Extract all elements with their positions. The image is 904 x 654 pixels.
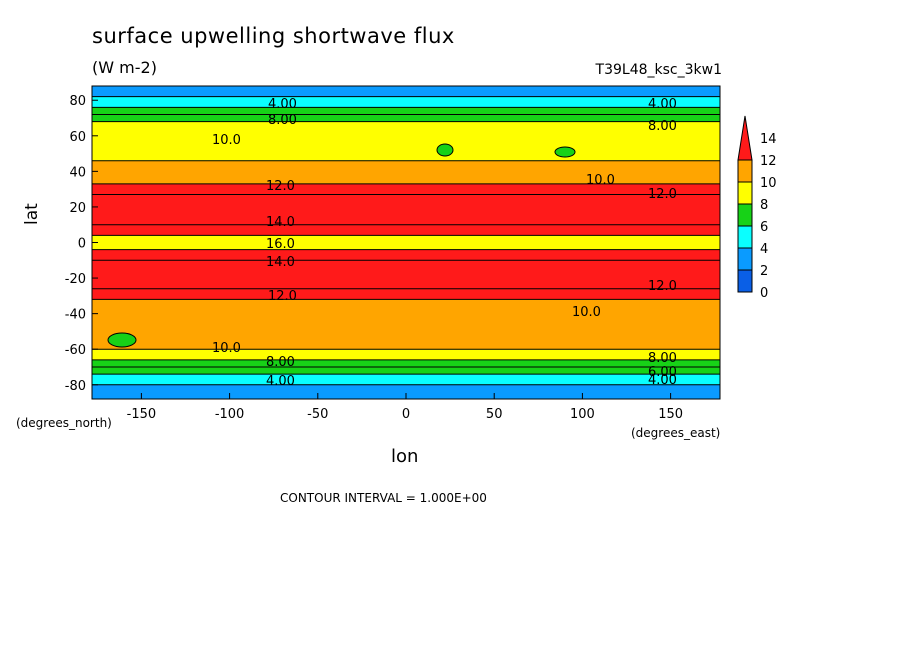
run-label: T39L48_ksc_3kw1 bbox=[595, 62, 722, 78]
colorbar-arrow bbox=[737, 115, 753, 161]
zonal-band bbox=[92, 299, 720, 350]
zonal-band bbox=[92, 384, 720, 399]
contour-label: 10.0 bbox=[586, 173, 615, 188]
contour-label: 8.00 bbox=[648, 119, 677, 134]
contour-label: 4.00 bbox=[648, 373, 677, 388]
zonal-band bbox=[92, 349, 720, 360]
x-axis-units: (degrees_east) bbox=[631, 426, 721, 440]
colorbar-tick-label: 2 bbox=[760, 264, 768, 279]
contour-feature bbox=[436, 143, 454, 157]
y-tick-label: 0 bbox=[78, 237, 86, 252]
contour-label: 14.0 bbox=[266, 255, 295, 270]
colorbar-tick-label: 14 bbox=[760, 132, 777, 147]
y-tick-label: -80 bbox=[65, 379, 86, 394]
x-tick-label: -100 bbox=[215, 407, 245, 422]
zonal-band bbox=[92, 359, 720, 367]
zonal-band bbox=[92, 96, 720, 108]
zonal-band bbox=[92, 374, 720, 385]
contour-label: 12.0 bbox=[648, 279, 677, 294]
zonal-band bbox=[92, 86, 720, 97]
contour-feature bbox=[107, 332, 137, 348]
x-tick-label: 50 bbox=[486, 407, 503, 422]
contour-label: 16.0 bbox=[266, 237, 295, 252]
colorbar-segment bbox=[737, 181, 753, 205]
contour-label: 8.00 bbox=[266, 355, 295, 370]
colorbar-tick-label: 6 bbox=[760, 220, 768, 235]
contour-label: 10.0 bbox=[572, 305, 601, 320]
y-tick-label: 20 bbox=[69, 201, 86, 216]
colorbar-segment bbox=[737, 269, 753, 293]
contour-label: 12.0 bbox=[648, 187, 677, 202]
contour-label: 12.0 bbox=[268, 289, 297, 304]
y-tick-label: 40 bbox=[69, 165, 86, 180]
contour-interval-text: CONTOUR INTERVAL = 1.000E+00 bbox=[280, 491, 487, 505]
zonal-band bbox=[92, 249, 720, 261]
contour-label: 4.00 bbox=[648, 97, 677, 112]
colorbar-tick-label: 4 bbox=[760, 242, 768, 257]
x-tick-label: 100 bbox=[570, 407, 595, 422]
y-tick-label: 60 bbox=[69, 130, 86, 145]
zonal-band bbox=[92, 107, 720, 115]
colorbar-tick-label: 8 bbox=[760, 198, 768, 213]
contour-label: 12.0 bbox=[266, 179, 295, 194]
colorbar-segment bbox=[737, 159, 753, 183]
chart-title: surface upwelling shortwave flux bbox=[92, 24, 455, 48]
y-tick-label: -60 bbox=[65, 343, 86, 358]
x-tick-label: -50 bbox=[307, 407, 328, 422]
colorbar-tick-label: 0 bbox=[760, 286, 768, 301]
colorbar-segment bbox=[737, 203, 753, 227]
colorbar-tick-label: 12 bbox=[760, 154, 777, 169]
y-axis-units: (degrees_north) bbox=[16, 416, 112, 430]
contour-label: 14.0 bbox=[266, 215, 295, 230]
zonal-band bbox=[92, 224, 720, 236]
x-tick-label: -150 bbox=[127, 407, 157, 422]
zonal-band bbox=[92, 235, 720, 250]
zonal-band bbox=[92, 114, 720, 122]
zonal-band bbox=[92, 183, 720, 195]
contour-label: 10.0 bbox=[212, 341, 241, 356]
contour-feature bbox=[554, 146, 576, 158]
contour-label: 4.00 bbox=[266, 374, 295, 389]
colorbar-segment bbox=[737, 247, 753, 271]
contour-label: 8.00 bbox=[648, 351, 677, 366]
contour-label: 10.0 bbox=[212, 133, 241, 148]
x-tick-label: 150 bbox=[658, 407, 683, 422]
colorbar-tick-label: 10 bbox=[760, 176, 777, 191]
zonal-band bbox=[92, 260, 720, 289]
zonal-band bbox=[92, 121, 720, 161]
zonal-band bbox=[92, 366, 720, 375]
contour-label: 4.00 bbox=[268, 97, 297, 112]
zonal-band bbox=[92, 288, 720, 300]
zonal-band bbox=[92, 160, 720, 184]
x-axis-label: lon bbox=[391, 446, 419, 467]
contour-label: 6.00 bbox=[648, 365, 677, 380]
y-tick-label: -20 bbox=[65, 272, 86, 287]
y-tick-label: 80 bbox=[69, 94, 86, 109]
y-tick-label: -40 bbox=[65, 308, 86, 323]
chart-units: (W m-2) bbox=[92, 58, 157, 77]
colorbar-segment bbox=[737, 225, 753, 249]
x-tick-label: 0 bbox=[402, 407, 410, 422]
contour-label: 8.00 bbox=[268, 113, 297, 128]
zonal-band bbox=[92, 194, 720, 225]
